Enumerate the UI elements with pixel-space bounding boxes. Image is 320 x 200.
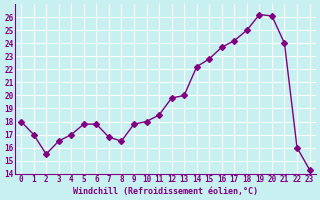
X-axis label: Windchill (Refroidissement éolien,°C): Windchill (Refroidissement éolien,°C) — [73, 187, 258, 196]
